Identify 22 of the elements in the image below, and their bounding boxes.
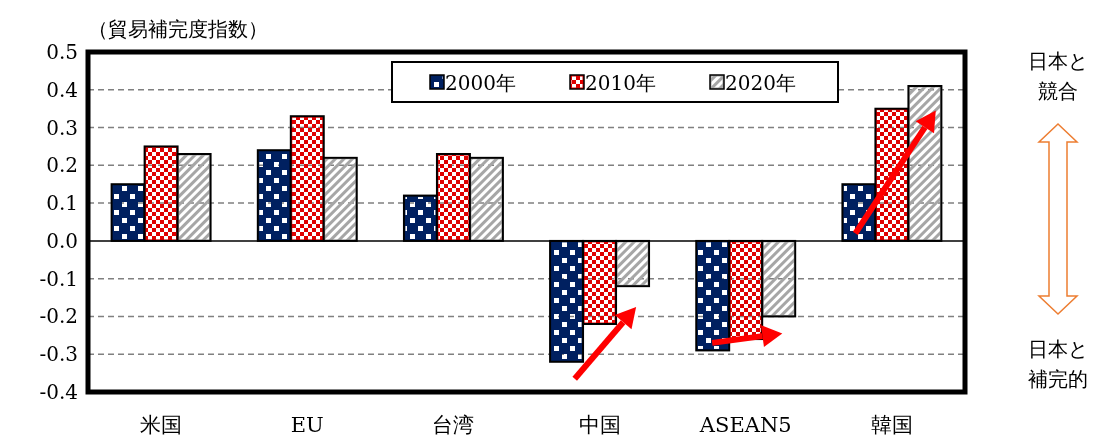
x-tick-label: 中国 [578, 413, 621, 435]
text: 日本と競合 [1028, 49, 1088, 103]
legend-label: 2010年 [585, 71, 656, 95]
y-tick-label: 0.5 [46, 40, 78, 64]
y-tick-label: 0.2 [46, 153, 78, 178]
x-tick-label: 米国 [140, 413, 183, 435]
y-tick-label: 0.1 [46, 191, 78, 216]
y-tick-label: 0.3 [46, 115, 78, 140]
y-tick-label: 0.4 [46, 77, 78, 102]
legend-label: 2000年 [445, 71, 516, 95]
legend-label: 2020年 [725, 71, 796, 95]
text: 日本と補完的 [1028, 337, 1088, 391]
y-tick-label: -0.2 [39, 304, 78, 329]
x-tick-label: ASEAN5 [698, 413, 792, 435]
y-tick-label: -0.4 [39, 380, 78, 404]
y-tick-label: -0.3 [39, 342, 78, 367]
x-tick-label: 韓国 [870, 413, 913, 435]
y-tick-label: -0.1 [39, 266, 78, 291]
x-tick-label: 台湾 [432, 413, 475, 435]
y-tick-label: 0.0 [46, 228, 78, 253]
y-axis-title: （貿易補完度指数） [88, 17, 268, 41]
x-tick-label: EU [290, 413, 324, 435]
